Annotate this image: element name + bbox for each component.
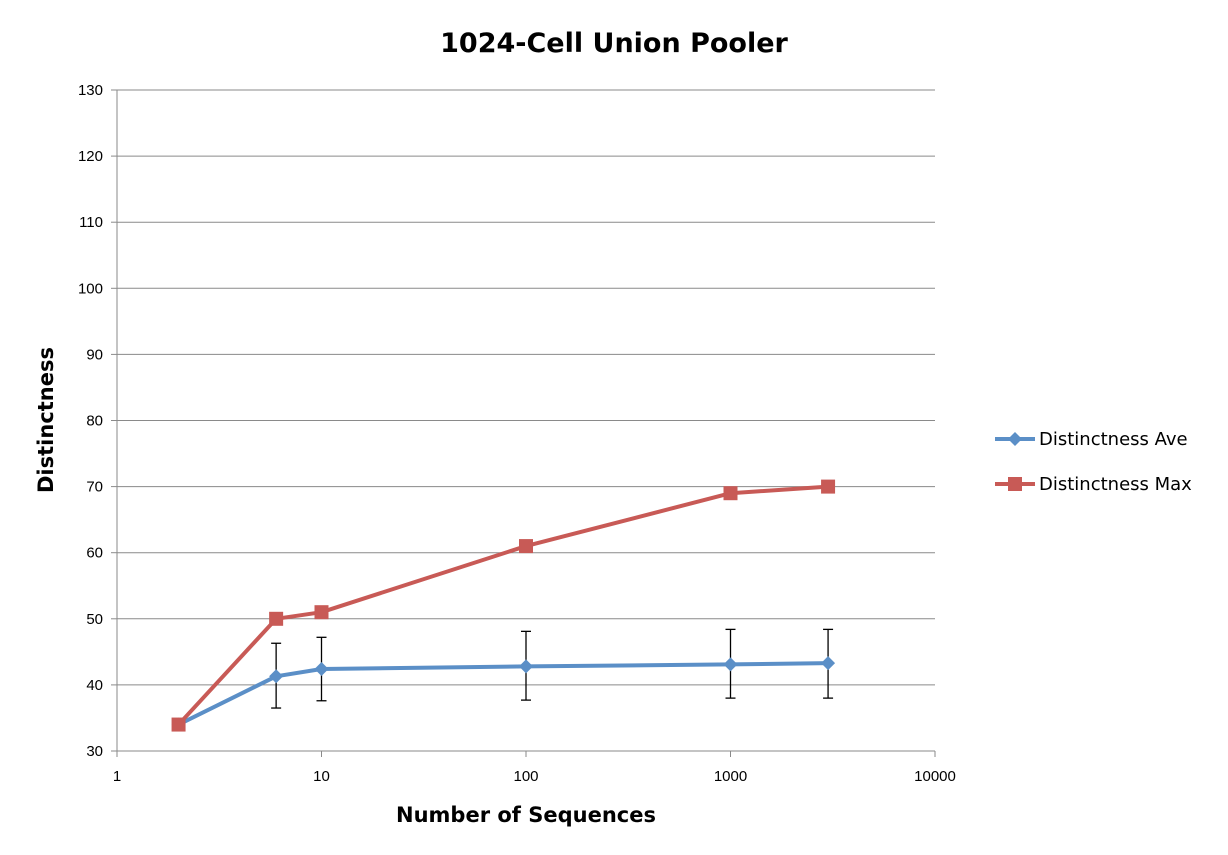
y-tick-label: 70 bbox=[86, 479, 103, 496]
x-tick-label: 10000 bbox=[914, 768, 956, 785]
data-point-square bbox=[314, 605, 329, 620]
legend-item: Distinctness Ave bbox=[995, 429, 1188, 450]
y-tick-labels: 30 40 50 60 70 80 90 100 110 120 130 bbox=[78, 82, 103, 760]
y-axis-title: Distinctness bbox=[34, 347, 58, 493]
data-point-diamond bbox=[821, 656, 836, 671]
y-tick-label: 60 bbox=[86, 545, 103, 562]
data-point-square bbox=[269, 611, 284, 626]
y-tick-label: 50 bbox=[86, 611, 103, 628]
series-line bbox=[176, 484, 831, 727]
y-tick-label: 80 bbox=[86, 413, 103, 430]
data-point-diamond bbox=[519, 659, 533, 674]
data-point-square bbox=[821, 479, 836, 494]
x-tick-label: 100 bbox=[513, 768, 538, 785]
data-point-diamond bbox=[314, 662, 329, 677]
legend-label: Distinctness Max bbox=[1039, 474, 1192, 495]
y-tick-label: 130 bbox=[78, 82, 103, 99]
gridlines bbox=[111, 89, 936, 757]
series-line bbox=[176, 661, 831, 727]
y-tick-label: 110 bbox=[79, 214, 103, 231]
y-tick-label: 90 bbox=[86, 346, 103, 363]
series-distinctness-ave bbox=[171, 628, 836, 732]
data-point-diamond bbox=[269, 669, 284, 684]
data-point-square bbox=[519, 539, 533, 554]
data-point-diamond bbox=[1008, 432, 1022, 446]
y-tick-label: 100 bbox=[78, 280, 103, 297]
x-tick-label: 10 bbox=[313, 768, 330, 785]
legend: Distinctness Ave Distinctness Max bbox=[995, 429, 1192, 495]
axes bbox=[116, 90, 935, 752]
series-distinctness-max bbox=[171, 479, 836, 732]
series bbox=[171, 479, 836, 732]
y-tick-label: 120 bbox=[78, 148, 103, 165]
data-point-square bbox=[1008, 477, 1022, 491]
chart-title: 1024-Cell Union Pooler bbox=[440, 28, 788, 59]
x-axis-title: Number of Sequences bbox=[396, 803, 656, 827]
data-point-diamond bbox=[723, 657, 738, 672]
legend-item: Distinctness Max bbox=[995, 474, 1192, 495]
data-point-square bbox=[723, 486, 738, 501]
y-tick-label: 40 bbox=[86, 677, 103, 694]
x-tick-label: 1000 bbox=[714, 768, 747, 785]
x-tick-label: 1 bbox=[113, 768, 121, 785]
y-tick-label: 30 bbox=[86, 743, 103, 760]
legend-label: Distinctness Ave bbox=[1039, 429, 1188, 450]
x-tick-labels: 1 10 100 1000 10000 bbox=[113, 768, 956, 785]
data-point-square bbox=[171, 717, 186, 732]
